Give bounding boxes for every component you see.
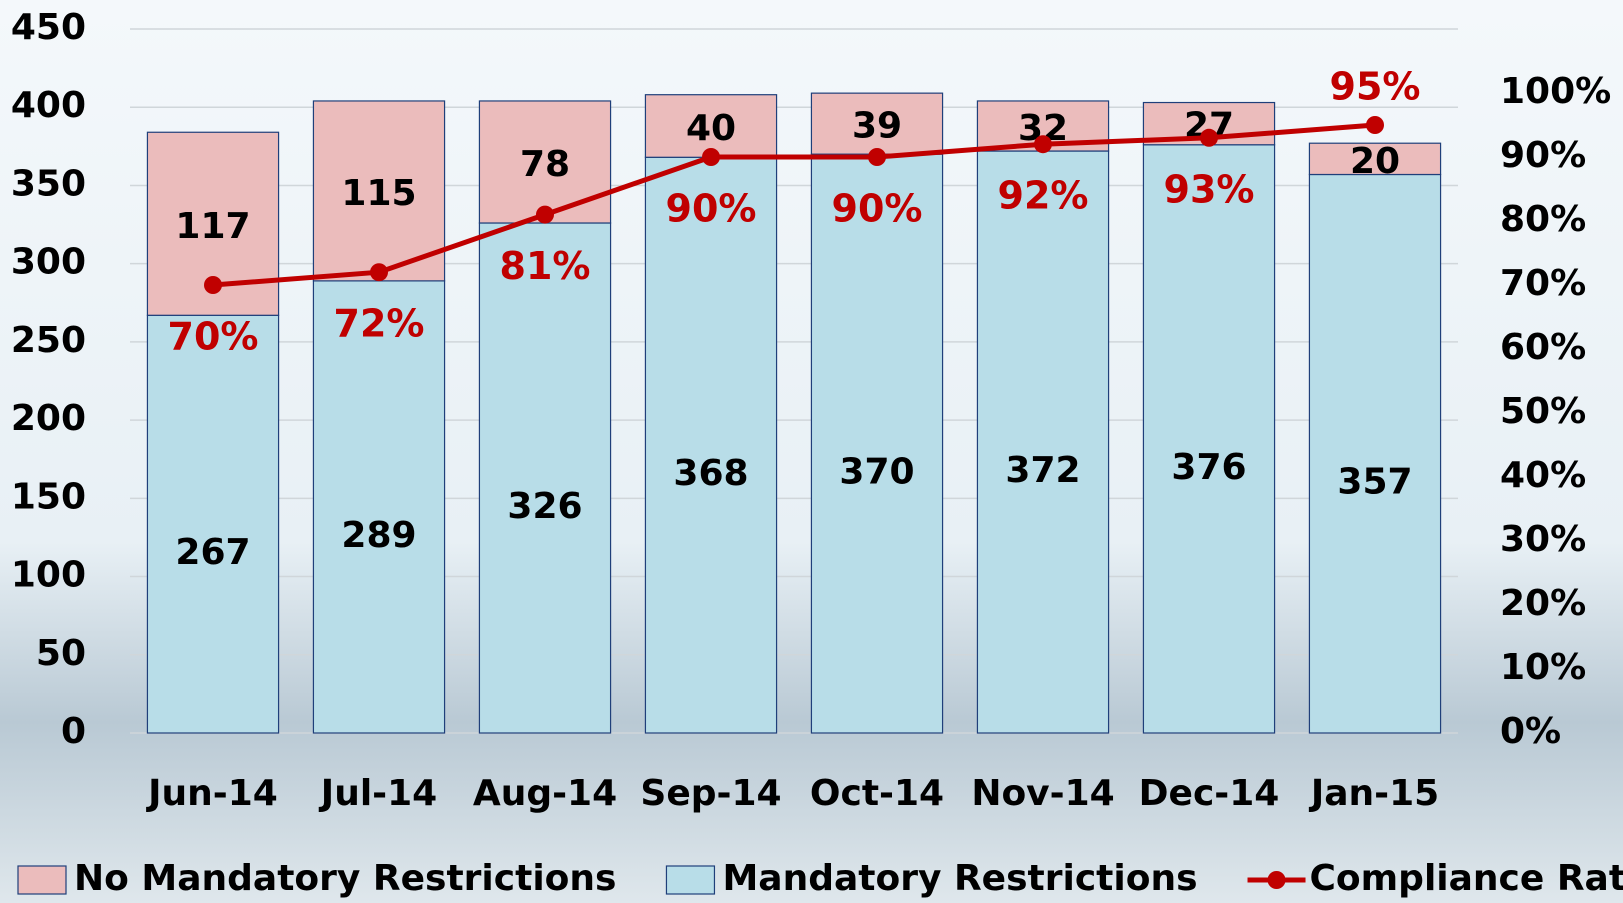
y2-tick-label: 80% [1500,199,1586,240]
x-tick-label: Nov-14 [971,773,1114,814]
line-marker [1200,128,1218,147]
y-tick-label: 200 [11,398,86,439]
line-label: 72% [334,302,425,346]
y-tick-label: 50 [36,633,86,674]
line-label: 70% [168,315,259,359]
data-label: 115 [341,173,416,214]
y-tick-label: 150 [11,476,86,517]
bar [644,156,778,734]
x-tick-label: Aug-14 [473,773,617,814]
bar [146,314,280,734]
line-label: 92% [998,174,1089,218]
x-tick-label: Oct-14 [810,773,944,814]
y2-tick-label: 20% [1500,583,1586,624]
bar [478,222,612,734]
data-label: 117 [175,206,250,247]
x-tick-label: Sep-14 [640,773,781,814]
legend-marker [1267,871,1286,889]
line-marker [1366,116,1384,134]
bar [976,150,1110,734]
line-label: 93% [1164,167,1255,211]
y-tick-label: 250 [11,320,86,361]
data-label: 370 [839,452,914,493]
line-marker [204,276,222,294]
data-label: 78 [520,144,570,185]
bar [478,100,612,224]
bar [1142,144,1276,734]
data-label: 289 [341,515,416,556]
data-label: 326 [507,486,582,527]
line-marker [868,148,886,166]
line-label: 90% [832,187,923,231]
y2-tick-label: 90% [1500,135,1586,176]
y-tick-label: 0 [61,711,86,752]
data-label: 368 [673,453,748,494]
bar [810,92,944,155]
y2-tick-label: 70% [1500,263,1586,304]
data-label: 372 [1005,450,1080,491]
y2-tick-label: 0% [1500,711,1561,752]
legend-label: Mandatory Restrictions [722,858,1197,899]
data-label: 20 [1350,141,1400,182]
line-label: 90% [666,187,757,231]
line-marker [702,148,720,166]
data-label: 267 [175,532,250,573]
bar [1308,173,1442,734]
legend-swatch [17,865,67,895]
y2-tick-label: 60% [1500,327,1586,368]
x-tick-label: Jan-15 [1308,773,1439,814]
y2-tick-label: 40% [1500,455,1586,496]
line-label: 81% [500,244,591,288]
data-label: 376 [1171,447,1246,488]
legend-label: No Mandatory Restrictions [74,858,616,899]
legend-label: Compliance Rate [1310,858,1623,899]
bar [1308,142,1442,176]
y2-tick-label: 100% [1500,71,1611,112]
line-marker [1034,135,1052,154]
y-tick-label: 300 [11,242,86,283]
bar [312,280,446,734]
y2-tick-label: 50% [1500,391,1586,432]
data-label: 357 [1337,462,1412,503]
line [212,122,1376,288]
line-marker [536,205,554,224]
y-tick-label: 400 [11,85,86,126]
y2-tick-label: 30% [1500,519,1586,560]
y-tick-label: 350 [11,163,86,204]
bar [810,153,944,734]
x-tick-label: Jul-14 [318,773,437,814]
x-tick-label: Jun-14 [145,773,278,814]
x-tick-label: Dec-14 [1139,773,1280,814]
line-label: 95% [1330,65,1421,109]
y-tick-label: 100 [11,555,86,596]
y-tick-label: 450 [11,7,86,48]
y2-tick-label: 10% [1500,647,1586,688]
data-label: 40 [686,108,736,149]
line-marker [370,263,388,282]
data-label: 39 [852,106,902,147]
legend-swatch [665,865,716,895]
bar [312,100,446,282]
